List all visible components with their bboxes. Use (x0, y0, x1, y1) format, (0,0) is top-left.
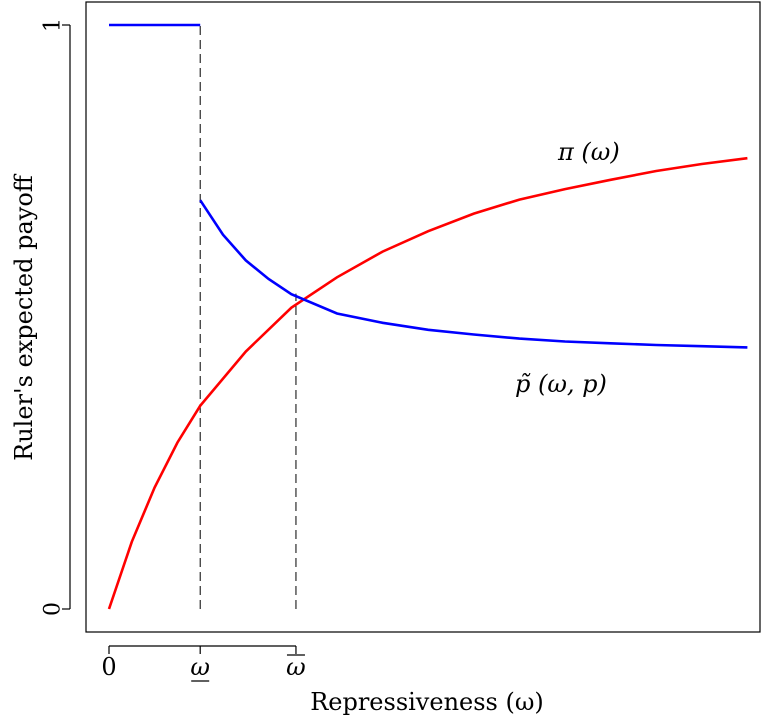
y-tick-label-1: 0 (41, 602, 66, 616)
x-tick-label-2: ω (190, 653, 210, 681)
series-label-pi: π (ω) (557, 138, 620, 166)
x-tick-label-1: 0 (101, 653, 116, 681)
series-2-line-2 (199, 199, 748, 349)
axis-ticks: 0 1 0 ω ω (41, 18, 306, 682)
y-tick-label-2: 1 (41, 18, 66, 32)
x-axis-label: Repressiveness (ω) (310, 688, 544, 716)
series-label-p-tilde: p̃ (ω, p) (515, 370, 607, 398)
y-axis-label: Ruler's expected payoff (10, 173, 38, 461)
reference-lines (199, 25, 297, 609)
plot-box (85, 1, 761, 633)
series-1-line-1 (107, 156, 748, 610)
series-layer (107, 23, 748, 610)
x-tick-label-3: ω (286, 653, 306, 681)
